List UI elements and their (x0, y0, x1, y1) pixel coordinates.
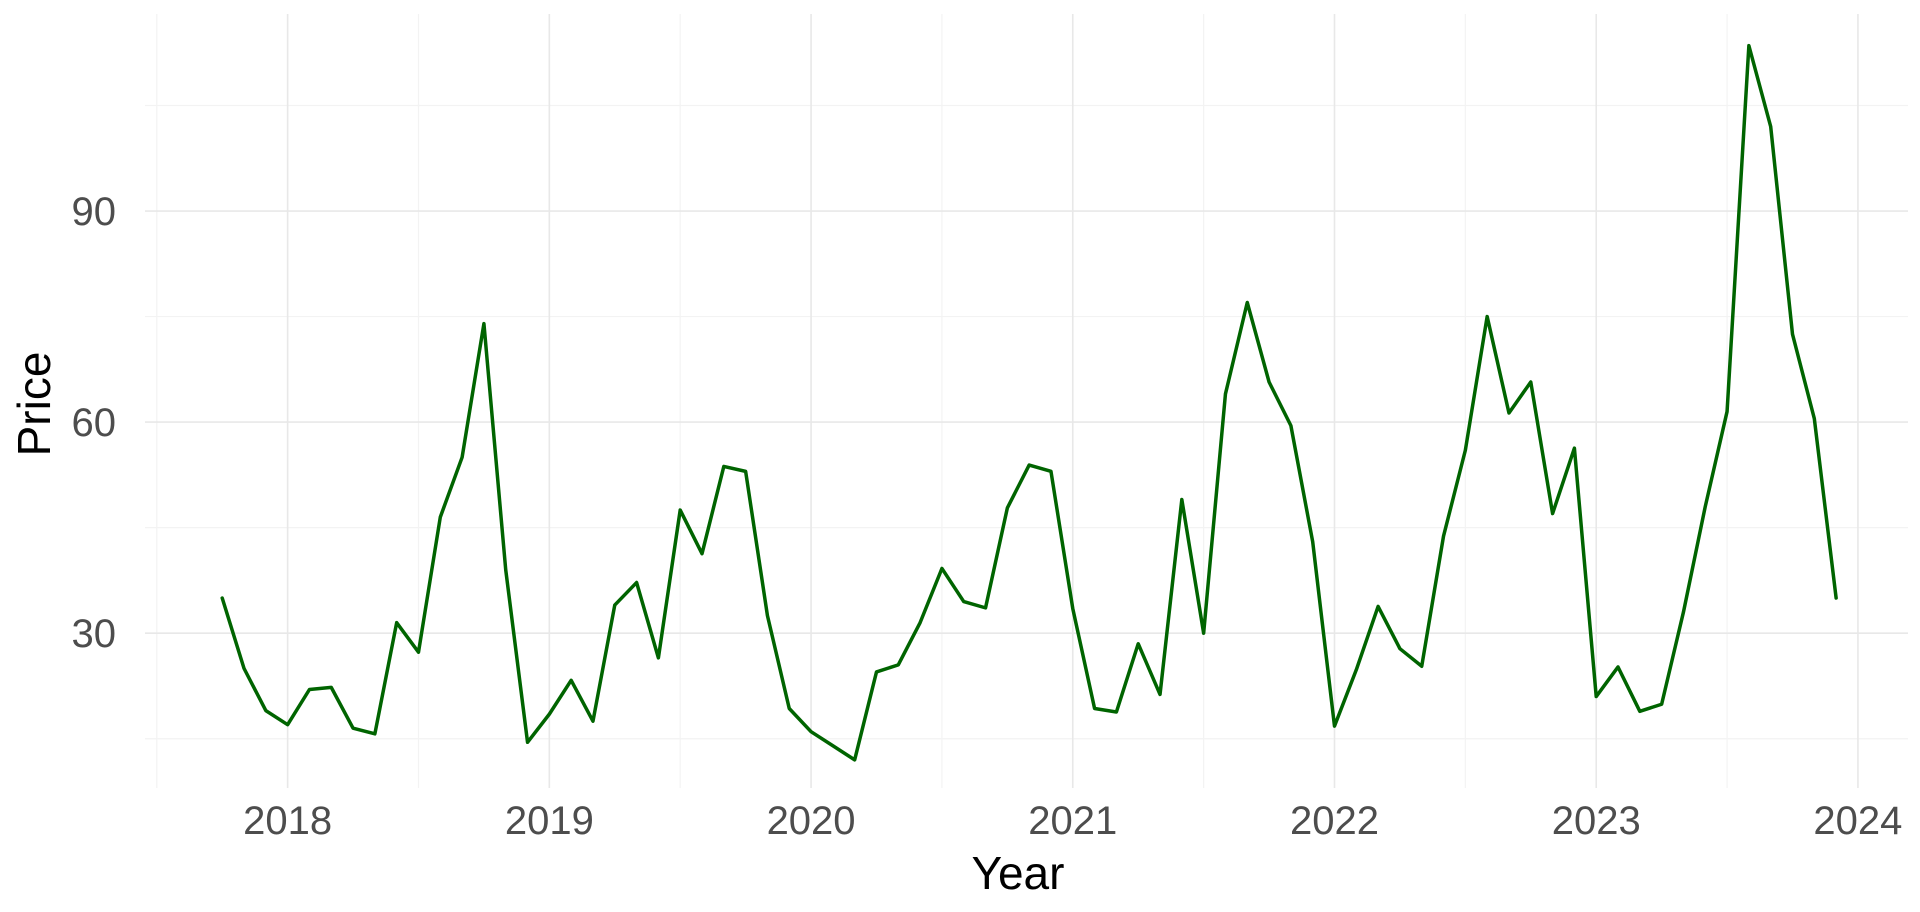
x-tick-label: 2022 (1290, 799, 1379, 843)
minor-x-gridlines (156, 14, 1728, 788)
price-series-line (220, 43, 1838, 762)
y-axis-tick-labels: 30 60 90 (72, 190, 117, 656)
minor-y-gridlines (145, 104, 1908, 740)
major-y-gridlines (145, 210, 1908, 635)
x-tick-label: 2024 (1813, 799, 1902, 843)
y-tick-label: 90 (72, 190, 117, 234)
major-x-gridlines (286, 14, 1859, 788)
x-axis-tick-labels: 2018 2019 2020 2021 2022 2023 2024 (243, 799, 1902, 843)
y-axis-title: Price (8, 352, 60, 457)
x-tick-label: 2018 (243, 799, 332, 843)
x-tick-label: 2021 (1028, 799, 1117, 843)
y-tick-label: 30 (72, 612, 117, 656)
x-tick-label: 2023 (1552, 799, 1641, 843)
x-tick-label: 2019 (505, 799, 594, 843)
x-tick-label: 2020 (767, 799, 856, 843)
y-tick-label: 60 (72, 401, 117, 445)
x-axis-title: Year (972, 847, 1065, 899)
